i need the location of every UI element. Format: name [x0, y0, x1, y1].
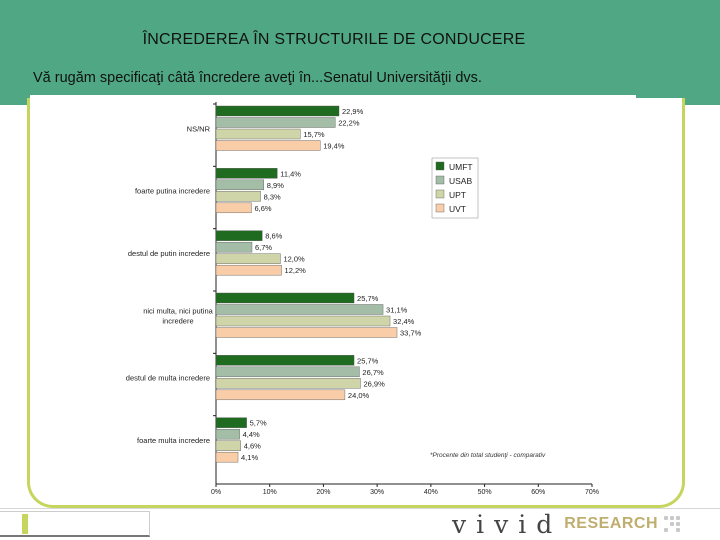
data-label: 19,4%: [323, 142, 345, 151]
bar-umft: [215, 417, 247, 428]
x-tick-label: 70%: [585, 489, 599, 496]
bar-uvt: [215, 140, 321, 151]
legend-swatch-usab: [435, 175, 445, 185]
legend-swatch-uvt: [435, 203, 445, 213]
data-label: 15,7%: [303, 130, 325, 139]
bar-usab: [215, 241, 253, 253]
data-label: 24,0%: [348, 391, 370, 400]
data-label: 4,1%: [241, 453, 258, 462]
bar-upt: [215, 128, 301, 140]
x-tick-label: 10%: [263, 489, 277, 496]
logo-word: vivid: [452, 509, 563, 539]
category-label: incredere: [162, 316, 193, 325]
legend-swatch-upt: [435, 189, 445, 199]
data-label: 26,7%: [362, 368, 384, 377]
bar-upt: [215, 378, 361, 389]
legend-label: UVT: [449, 204, 466, 214]
bar-upt: [215, 440, 241, 451]
data-label: 33,7%: [400, 329, 422, 338]
data-label: 4,6%: [244, 442, 261, 451]
legend-swatch-umft: [435, 161, 445, 171]
category-label: foarte multa incredere: [137, 436, 210, 445]
header-band: ÎNCREDEREA ÎN STRUCTURILE DE CONDUCERE V…: [0, 0, 720, 105]
subtitle-underline: [30, 95, 636, 98]
data-label: 22,2%: [338, 119, 360, 128]
category-label: destul de putin incredere: [128, 249, 210, 258]
data-label: 8,9%: [267, 181, 284, 190]
bar-usab: [215, 428, 240, 440]
bar-usab: [215, 304, 384, 315]
category-label: destul de multa incredere: [126, 374, 210, 383]
data-label: 4,4%: [243, 430, 260, 439]
vivid-research-logo: vivid RESEARCH: [452, 509, 681, 539]
chart-frame: [27, 98, 685, 508]
bar-uvt: [215, 202, 252, 214]
data-label: 32,4%: [393, 317, 415, 326]
bar-uvt: [215, 389, 346, 401]
bar-usab: [215, 366, 360, 378]
bar-upt: [215, 191, 261, 202]
legend-label: USAB: [449, 176, 472, 186]
x-tick-label: 60%: [531, 489, 545, 496]
bar-upt: [215, 315, 391, 327]
data-label: 5,7%: [250, 419, 267, 428]
data-label: 11,4%: [280, 169, 301, 178]
bar-umft: [215, 292, 355, 304]
data-label: 22,9%: [342, 107, 364, 116]
category-label: foarte putina incredere: [135, 187, 210, 196]
data-label: 31,1%: [386, 306, 408, 315]
x-tick-label: 50%: [478, 489, 492, 496]
legend-label: UMFT: [449, 162, 473, 172]
category-label: NS/NR: [187, 124, 211, 133]
data-label: 8,6%: [265, 232, 282, 241]
dots-icon: [664, 516, 681, 532]
data-label: 6,7%: [255, 243, 272, 252]
logo-suffix: RESEARCH: [564, 515, 659, 532]
data-label: 12,0%: [283, 255, 305, 264]
page-title: ÎNCREDEREA ÎN STRUCTURILE DE CONDUCERE: [142, 31, 526, 48]
data-label: 6,6%: [254, 204, 271, 213]
legend-label: UPT: [449, 190, 466, 200]
bar-uvt: [215, 264, 282, 276]
x-tick-label: 30%: [370, 489, 384, 496]
bar-usab: [215, 117, 336, 128]
chart-annotation: *Procente din total studenţi - comparati…: [430, 452, 546, 459]
data-label: 25,7%: [357, 294, 379, 303]
data-label: 8,3%: [264, 192, 281, 201]
bar-uvt: [215, 451, 239, 463]
bar-umft: [215, 168, 278, 179]
bar-umft: [215, 105, 340, 117]
footer-divider: [0, 508, 720, 509]
bar-umft: [215, 230, 263, 241]
bar-upt: [215, 253, 281, 264]
page-subtitle: Vă rugăm specificaţi câtă încredere aveţ…: [33, 70, 482, 86]
bar-umft: [215, 355, 355, 366]
x-tick-label: 20%: [316, 489, 330, 496]
data-label: 25,7%: [357, 356, 379, 365]
x-tick-label: 40%: [424, 489, 438, 496]
x-tick-label: 0%: [211, 489, 221, 496]
footer-accent-bar: [22, 514, 28, 534]
data-label: 26,9%: [363, 379, 385, 388]
bar-usab: [215, 179, 265, 191]
data-label: 12,2%: [285, 266, 307, 275]
bar-uvt: [215, 327, 398, 338]
category-label: nici multa, nici putina: [143, 306, 213, 315]
footer-box: [0, 511, 150, 537]
